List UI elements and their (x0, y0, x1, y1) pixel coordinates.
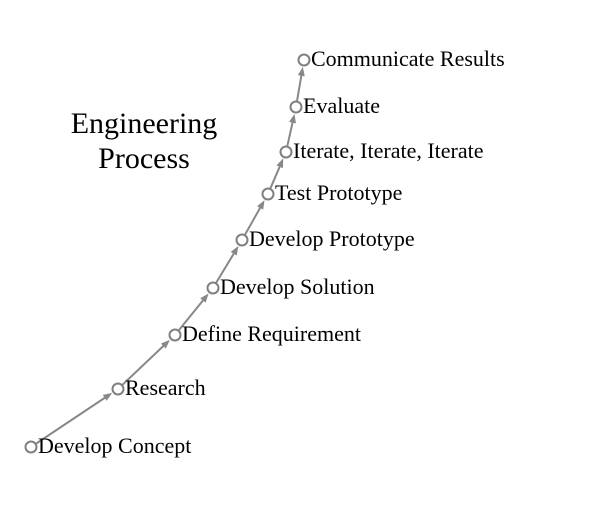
arrow-head-icon (276, 158, 283, 168)
arrow-head-icon (289, 114, 296, 124)
title-line-2: Process (98, 142, 190, 175)
node-label-research: Research (125, 375, 206, 401)
node-marker-icon (208, 283, 219, 294)
arrow-head-icon (298, 67, 305, 76)
node-marker-icon (299, 55, 310, 66)
arrow-head-icon (103, 393, 112, 401)
node-marker-icon (113, 384, 124, 395)
node-label-define-requirement: Define Requirement (182, 321, 361, 347)
node-label-communicate-results: Communicate Results (311, 46, 505, 72)
arrow-head-icon (231, 246, 239, 256)
arrow-head-icon (200, 293, 208, 302)
title-line-1: Engineering (71, 107, 218, 140)
node-marker-icon (26, 442, 37, 453)
node-label-test-prototype: Test Prototype (275, 180, 402, 206)
node-marker-icon (263, 189, 274, 200)
node-marker-icon (237, 235, 248, 246)
diagram-canvas: Engineering Process Develop Concept Resea… (0, 0, 600, 507)
node-marker-icon (281, 147, 292, 158)
node-label-iterate: Iterate, Iterate, Iterate (293, 138, 484, 164)
arrow-line (297, 76, 301, 100)
node-label-develop-solution: Develop Solution (220, 274, 375, 300)
diagram-svg (0, 0, 600, 507)
arrow-head-icon (161, 340, 170, 349)
node-marker-icon (291, 102, 302, 113)
diagram-title: Engineering Process (71, 107, 218, 176)
node-label-evaluate: Evaluate (303, 93, 380, 119)
node-marker-icon (170, 330, 181, 341)
node-label-develop-concept: Develop Concept (38, 433, 191, 459)
node-label-develop-prototype: Develop Prototype (249, 226, 415, 252)
arrow-head-icon (257, 200, 264, 210)
arrow-line (288, 123, 293, 146)
